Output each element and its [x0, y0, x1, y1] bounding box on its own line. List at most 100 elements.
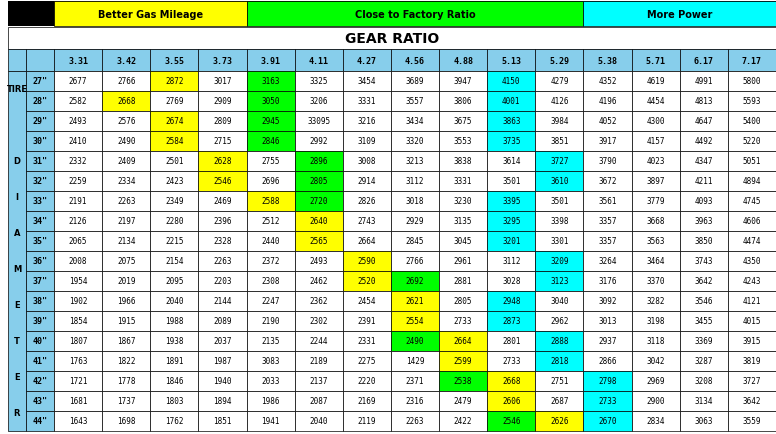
Bar: [728, 50, 776, 72]
Text: 2409: 2409: [117, 157, 136, 166]
Bar: [680, 151, 728, 171]
Bar: [343, 132, 391, 151]
Bar: [680, 351, 728, 371]
Bar: [54, 191, 102, 211]
Text: 2733: 2733: [454, 317, 473, 326]
Bar: [487, 311, 535, 331]
Text: 31": 31": [33, 157, 47, 166]
Text: 4126: 4126: [550, 97, 569, 106]
Text: 2873: 2873: [502, 317, 521, 326]
Bar: [199, 391, 247, 411]
Bar: [102, 371, 151, 391]
Text: 1891: 1891: [165, 357, 184, 366]
Bar: [151, 132, 199, 151]
Bar: [535, 391, 584, 411]
Text: 4001: 4001: [502, 97, 521, 106]
Text: T: T: [14, 337, 20, 346]
Bar: [584, 112, 632, 132]
Bar: [295, 112, 343, 132]
Bar: [439, 311, 487, 331]
Bar: [439, 391, 487, 411]
Text: 2582: 2582: [69, 97, 88, 106]
Text: 2538: 2538: [454, 377, 473, 386]
Text: 2937: 2937: [598, 337, 617, 346]
Bar: [439, 271, 487, 291]
Text: 3331: 3331: [454, 177, 473, 186]
Text: 3135: 3135: [454, 217, 473, 226]
Text: 3672: 3672: [598, 177, 617, 186]
Text: 2992: 2992: [310, 137, 328, 146]
Text: 2275: 2275: [358, 357, 376, 366]
Bar: [102, 311, 151, 331]
Bar: [199, 112, 247, 132]
Bar: [247, 50, 295, 72]
Text: 2606: 2606: [502, 397, 521, 405]
Text: 3.91: 3.91: [261, 56, 281, 66]
Text: 3123: 3123: [550, 277, 569, 286]
Bar: [54, 151, 102, 171]
Bar: [343, 351, 391, 371]
Bar: [584, 2, 776, 27]
Bar: [680, 171, 728, 191]
Text: 3320: 3320: [406, 137, 424, 146]
Bar: [391, 132, 439, 151]
Text: 1915: 1915: [117, 317, 136, 326]
Text: GEAR RATIO: GEAR RATIO: [345, 32, 439, 46]
Text: 3743: 3743: [695, 257, 713, 266]
Bar: [728, 132, 776, 151]
Bar: [728, 231, 776, 251]
Text: 4211: 4211: [695, 177, 713, 186]
Bar: [151, 50, 199, 72]
Text: 3563: 3563: [646, 237, 665, 246]
Text: 2263: 2263: [213, 257, 232, 266]
Bar: [680, 391, 728, 411]
Bar: [487, 391, 535, 411]
Text: 2396: 2396: [213, 217, 232, 226]
Text: 2834: 2834: [646, 417, 665, 425]
Bar: [247, 2, 584, 27]
Text: 2546: 2546: [502, 417, 521, 425]
Bar: [102, 132, 151, 151]
Bar: [584, 72, 632, 92]
Text: 3369: 3369: [695, 337, 713, 346]
Text: 3028: 3028: [502, 277, 521, 286]
Bar: [439, 132, 487, 151]
Bar: [632, 72, 680, 92]
Text: 4.88: 4.88: [453, 56, 473, 66]
Text: 3863: 3863: [502, 117, 521, 126]
Bar: [632, 231, 680, 251]
Bar: [535, 92, 584, 112]
Bar: [391, 50, 439, 72]
Bar: [199, 231, 247, 251]
Text: 2801: 2801: [502, 337, 521, 346]
Bar: [535, 191, 584, 211]
Text: 36": 36": [33, 257, 47, 266]
Bar: [680, 112, 728, 132]
Bar: [535, 371, 584, 391]
Text: 3209: 3209: [550, 257, 569, 266]
Bar: [728, 251, 776, 271]
Bar: [295, 271, 343, 291]
Text: 2037: 2037: [213, 337, 232, 346]
Bar: [343, 50, 391, 72]
Text: 3398: 3398: [550, 217, 569, 226]
Text: 3206: 3206: [310, 97, 328, 106]
Bar: [632, 351, 680, 371]
Text: 3897: 3897: [646, 177, 665, 186]
Bar: [632, 211, 680, 231]
Bar: [535, 112, 584, 132]
Bar: [343, 311, 391, 331]
Bar: [487, 231, 535, 251]
Bar: [680, 311, 728, 331]
Text: 2674: 2674: [165, 117, 184, 126]
Bar: [680, 331, 728, 351]
Bar: [102, 151, 151, 171]
Bar: [102, 191, 151, 211]
Text: 4606: 4606: [743, 217, 761, 226]
Bar: [535, 271, 584, 291]
Text: 4619: 4619: [646, 77, 665, 86]
Text: 2909: 2909: [213, 97, 232, 106]
Text: 42": 42": [33, 377, 47, 386]
Text: 3370: 3370: [646, 277, 665, 286]
Bar: [535, 171, 584, 191]
